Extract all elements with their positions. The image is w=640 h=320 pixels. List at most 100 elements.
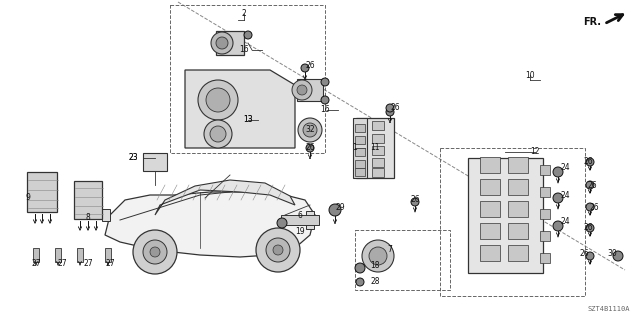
Bar	[480, 179, 500, 195]
Text: 27: 27	[83, 260, 93, 268]
Text: 26: 26	[579, 250, 589, 259]
Text: 18: 18	[371, 261, 380, 270]
Text: 24: 24	[560, 218, 570, 227]
Bar	[440, 148, 585, 296]
Bar	[353, 118, 367, 178]
Text: 8: 8	[86, 213, 90, 222]
Bar	[281, 215, 319, 225]
Circle shape	[206, 88, 230, 112]
Text: 9: 9	[26, 194, 31, 203]
Circle shape	[613, 251, 623, 261]
Circle shape	[292, 80, 312, 100]
Bar	[372, 121, 384, 130]
Polygon shape	[185, 70, 295, 148]
Text: 11: 11	[371, 143, 380, 153]
Circle shape	[244, 31, 252, 39]
Bar	[508, 245, 528, 261]
Text: 32: 32	[305, 125, 315, 134]
Circle shape	[386, 104, 394, 112]
Bar	[216, 31, 244, 55]
Bar	[372, 146, 384, 155]
Text: 30: 30	[607, 250, 617, 259]
Text: 26: 26	[589, 203, 599, 212]
Bar	[355, 124, 365, 132]
Circle shape	[553, 193, 563, 203]
Circle shape	[150, 247, 160, 257]
Text: 27: 27	[105, 260, 115, 268]
Bar	[356, 118, 394, 178]
Circle shape	[356, 278, 364, 286]
Bar	[480, 201, 500, 217]
Bar	[480, 245, 500, 261]
Text: 26: 26	[305, 143, 315, 153]
Bar	[355, 160, 365, 168]
Bar	[105, 248, 111, 262]
Circle shape	[411, 198, 419, 206]
Bar	[372, 167, 384, 177]
Circle shape	[329, 204, 341, 216]
Text: 26: 26	[410, 196, 420, 204]
Bar	[355, 230, 450, 290]
Bar	[27, 172, 57, 212]
Circle shape	[369, 247, 387, 265]
Circle shape	[553, 167, 563, 177]
Circle shape	[553, 221, 563, 231]
Bar	[508, 201, 528, 217]
Bar	[508, 157, 528, 173]
Bar	[372, 133, 384, 142]
Circle shape	[586, 158, 594, 166]
Text: 12: 12	[531, 148, 540, 156]
Circle shape	[266, 238, 290, 262]
Circle shape	[297, 85, 307, 95]
Bar	[297, 79, 323, 101]
Text: 26: 26	[390, 103, 400, 113]
Bar	[355, 168, 365, 176]
Circle shape	[273, 245, 283, 255]
Bar	[540, 209, 550, 219]
Text: 27: 27	[31, 260, 41, 268]
Bar	[540, 187, 550, 197]
Circle shape	[362, 240, 394, 272]
Polygon shape	[155, 180, 295, 215]
Bar	[508, 223, 528, 239]
Circle shape	[277, 218, 287, 228]
Circle shape	[386, 108, 394, 116]
Bar	[480, 157, 500, 173]
Text: 24: 24	[560, 190, 570, 199]
Bar	[467, 157, 543, 273]
Circle shape	[586, 252, 594, 260]
Circle shape	[321, 78, 329, 86]
Circle shape	[204, 120, 232, 148]
Text: 28: 28	[371, 277, 380, 286]
Text: 16: 16	[239, 45, 249, 54]
Text: 29: 29	[335, 204, 345, 212]
Circle shape	[298, 118, 322, 142]
Circle shape	[586, 224, 594, 232]
Text: 26: 26	[305, 60, 315, 69]
Bar	[74, 181, 102, 219]
Text: 24: 24	[560, 164, 570, 172]
Circle shape	[321, 96, 329, 104]
Text: FR.: FR.	[583, 17, 601, 27]
Bar	[372, 157, 384, 166]
Circle shape	[586, 203, 594, 211]
Bar	[306, 211, 314, 229]
Circle shape	[586, 181, 594, 189]
Circle shape	[355, 263, 365, 273]
Text: 1: 1	[353, 143, 357, 153]
Text: 23: 23	[128, 154, 138, 163]
Text: 26: 26	[583, 223, 593, 233]
Bar	[143, 153, 167, 171]
Text: 2: 2	[242, 10, 246, 19]
Text: 23: 23	[128, 154, 138, 163]
Bar	[77, 248, 83, 262]
Bar	[102, 209, 110, 221]
Bar	[540, 253, 550, 263]
Circle shape	[143, 240, 167, 264]
Circle shape	[210, 126, 226, 142]
Bar	[355, 136, 365, 144]
Text: 26: 26	[587, 180, 597, 189]
Bar	[508, 179, 528, 195]
Circle shape	[301, 64, 309, 72]
Bar	[540, 165, 550, 175]
